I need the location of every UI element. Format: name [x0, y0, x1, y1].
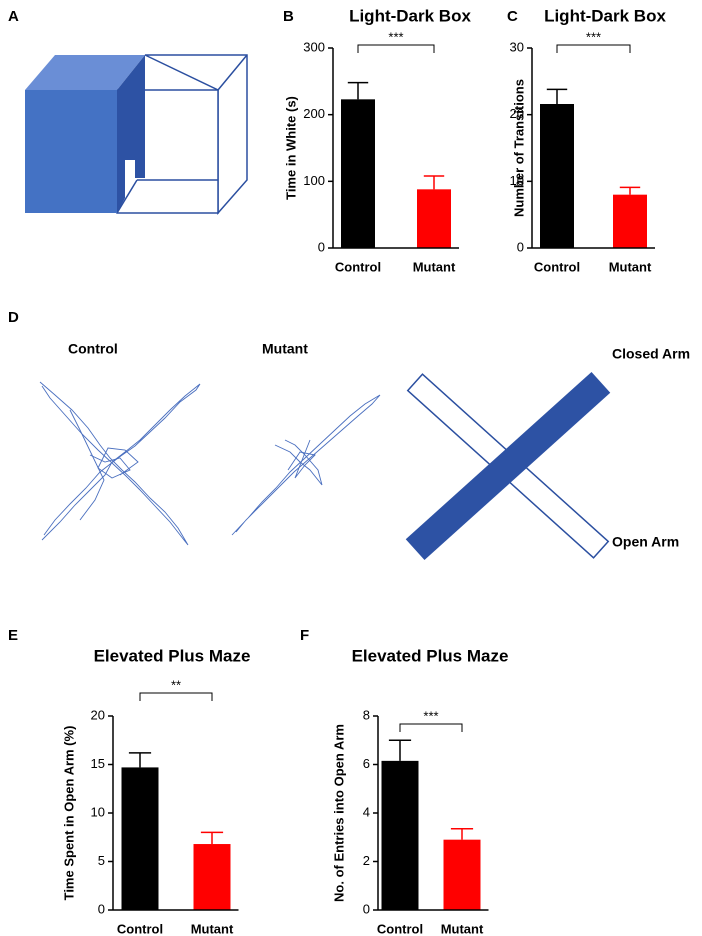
- bar: [613, 194, 647, 248]
- x-tick-label: Control: [335, 259, 381, 274]
- y-tick-label: 2: [363, 853, 370, 868]
- y-tick-label: 6: [363, 756, 370, 771]
- y-tick-label: 300: [303, 39, 325, 54]
- y-axis-label: Time Spent in Open Arm (%): [61, 726, 76, 901]
- significance-label: **: [171, 677, 181, 692]
- panel-letter: B: [283, 8, 294, 25]
- bar: [193, 844, 231, 910]
- y-tick-label: 0: [517, 239, 524, 254]
- significance-label: ***: [388, 29, 403, 44]
- chart-title: Light-Dark Box: [349, 6, 471, 25]
- y-tick-label: 20: [91, 707, 105, 722]
- x-tick-label: Mutant: [413, 259, 456, 274]
- x-tick-label: Control: [377, 921, 423, 936]
- x-tick-label: Control: [117, 921, 163, 936]
- significance-bracket: [556, 44, 631, 53]
- panel-letter: D: [8, 309, 19, 326]
- bar: [443, 839, 481, 910]
- y-tick-label: 0: [98, 901, 105, 916]
- y-tick-label: 5: [98, 853, 105, 868]
- panel-letter: E: [8, 627, 18, 644]
- significance-bracket: [139, 692, 213, 701]
- significance-label: ***: [586, 29, 601, 44]
- y-tick-label: 15: [91, 756, 105, 771]
- y-tick-label: 10: [510, 173, 524, 188]
- x-tick-label: Mutant: [609, 259, 652, 274]
- panel-letter: C: [507, 8, 518, 25]
- y-tick-label: 30: [510, 39, 524, 54]
- bar: [341, 99, 375, 248]
- control-trace: [39, 381, 201, 546]
- chart-title: Elevated Plus Maze: [94, 646, 251, 665]
- y-tick-label: 0: [363, 901, 370, 916]
- bar: [417, 189, 451, 248]
- panel-letter: F: [300, 627, 309, 644]
- light-dark-box: [25, 54, 248, 215]
- significance-bracket: [399, 723, 463, 732]
- bar: [540, 104, 574, 248]
- chart-title: Elevated Plus Maze: [352, 646, 509, 665]
- mutant-trace: [231, 394, 381, 536]
- y-axis-label: No. of Entries into Open Arm: [331, 724, 346, 902]
- y-axis-label: Number of Transitions: [511, 79, 526, 217]
- trace-label: Mutant: [262, 341, 308, 357]
- significance-label: ***: [423, 708, 438, 723]
- x-tick-label: Control: [534, 259, 580, 274]
- y-tick-label: 4: [363, 804, 370, 819]
- trace-label: Control: [68, 341, 118, 357]
- y-tick-label: 10: [91, 804, 105, 819]
- panel-letter: A: [8, 8, 19, 25]
- y-tick-label: 20: [510, 106, 524, 121]
- y-axis-label: Time in White (s): [283, 96, 298, 200]
- y-tick-label: 0: [318, 239, 325, 254]
- y-tick-label: 200: [303, 106, 325, 121]
- maze-diagram: [405, 371, 611, 561]
- maze-label: Open Arm: [612, 534, 679, 550]
- x-tick-label: Mutant: [191, 921, 234, 936]
- x-tick-label: Mutant: [441, 921, 484, 936]
- bar: [381, 760, 419, 910]
- maze-label: Closed Arm: [612, 346, 690, 362]
- chart-title: Light-Dark Box: [544, 6, 666, 25]
- y-tick-label: 8: [363, 707, 370, 722]
- significance-bracket: [357, 44, 435, 53]
- bar: [121, 767, 159, 910]
- y-tick-label: 100: [303, 173, 325, 188]
